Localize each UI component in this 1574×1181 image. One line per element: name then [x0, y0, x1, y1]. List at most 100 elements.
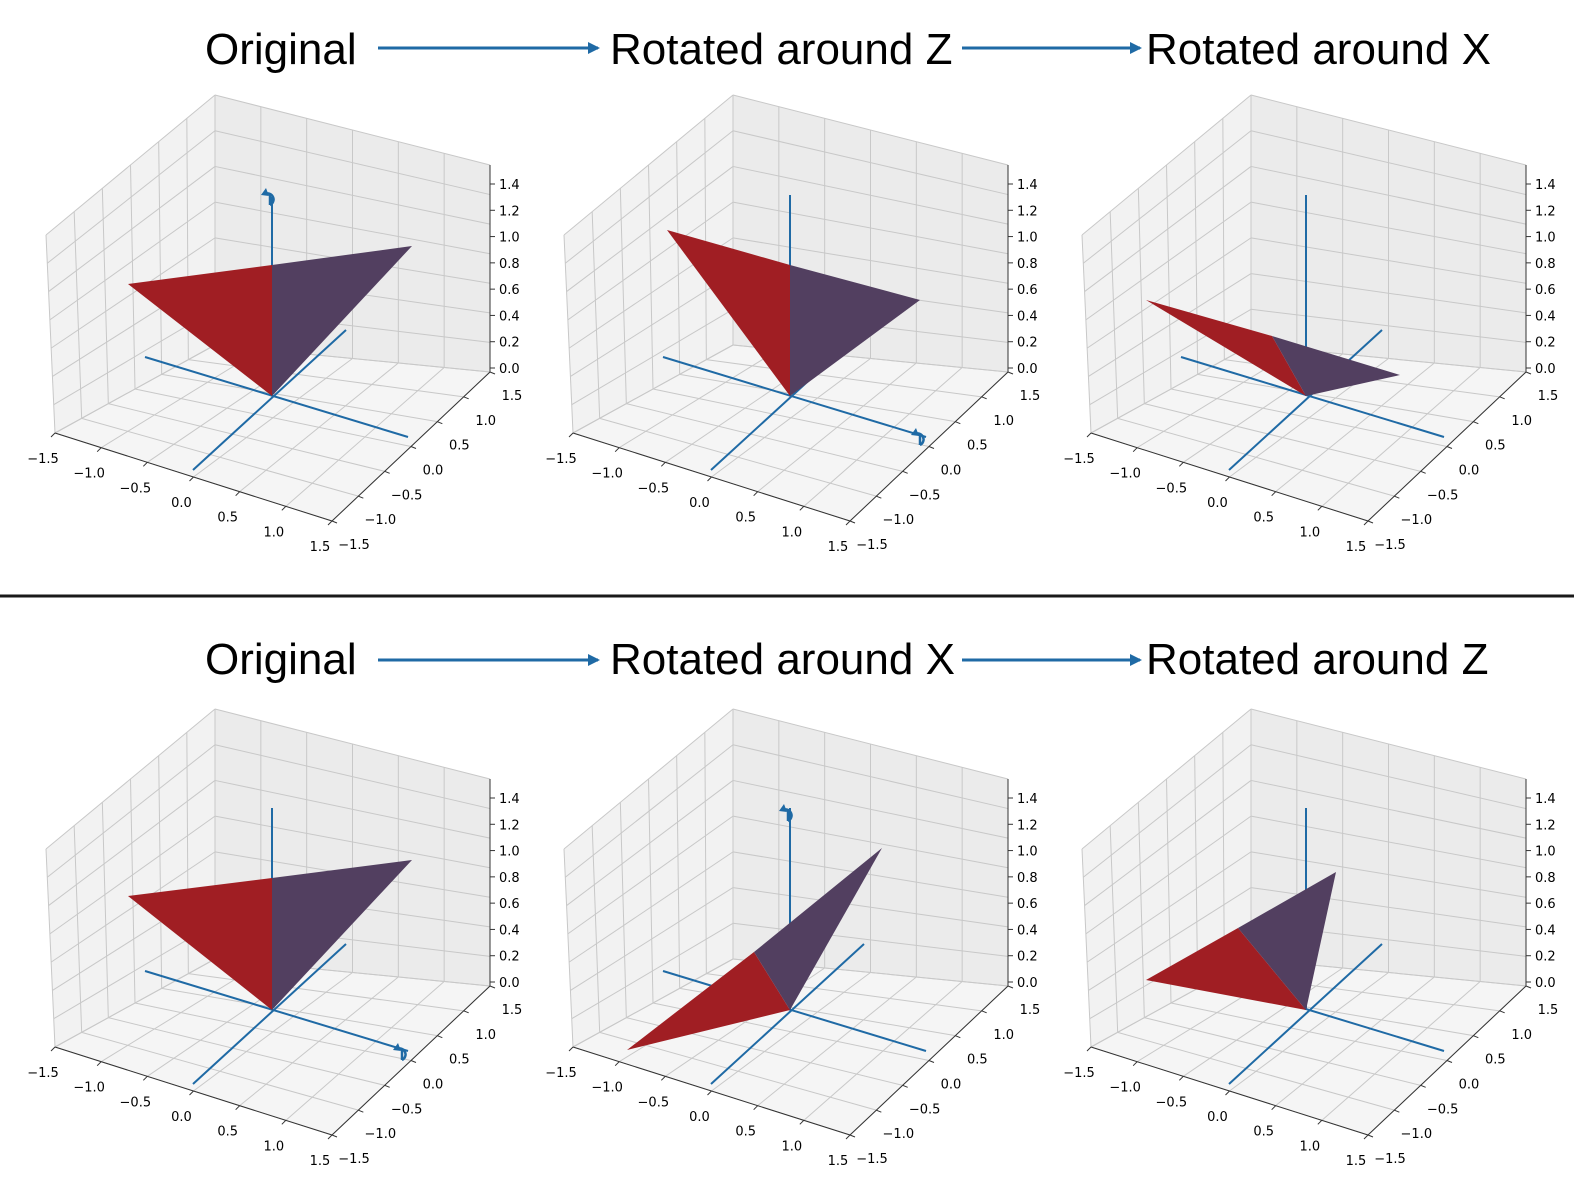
x-tick-label: −1.5 [545, 1066, 577, 1081]
left-grid-line [1088, 273, 1252, 377]
x-tick-label: 0.5 [217, 1125, 238, 1140]
x-tick-label: 1.5 [1346, 540, 1367, 555]
left-grid-line [1086, 851, 1252, 963]
z-tick-label: 0.2 [1535, 950, 1556, 965]
y-tick-mark [1446, 446, 1453, 449]
y-tick-mark [1394, 495, 1400, 499]
x-tick-mark [845, 520, 851, 526]
x-tick-mark [799, 1119, 805, 1125]
y-tick-label: 1.5 [502, 389, 523, 404]
z-tick-label: 0.8 [1017, 871, 1038, 886]
triangle-face-purple [790, 265, 920, 396]
y-tick-mark [1499, 1010, 1505, 1014]
z-tick-label: 0.4 [499, 923, 520, 938]
x-tick-mark [1086, 432, 1092, 438]
panel-r1-rotated-z: −1.5−1.0−0.50.00.51.01.51.51.00.50.0−0.5… [545, 94, 1040, 555]
object-axis-line [192, 943, 347, 1085]
back-grid-line [1250, 744, 1527, 810]
panel-r2-rotated-x: −1.5−1.0−0.50.00.51.01.51.51.00.50.0−0.5… [545, 708, 1040, 1169]
x-tick-label: 1.5 [1346, 1154, 1367, 1169]
y-tick-mark [849, 1134, 856, 1138]
x-tick-label: −1.5 [27, 452, 59, 467]
y-tick-label: −0.5 [1427, 1102, 1459, 1117]
left-grid-line [1090, 344, 1252, 434]
y-tick-mark [410, 1060, 417, 1063]
z-tick-label: 0.4 [1017, 309, 1038, 324]
x-tick-label: −1.0 [591, 467, 623, 482]
x-tick-mark [1178, 461, 1184, 467]
back-grid-line [732, 744, 1009, 810]
back-grid-line [1250, 851, 1527, 898]
y-tick-mark [331, 1134, 338, 1138]
z-tick-label: 1.2 [1017, 818, 1038, 833]
left-grid-line [1086, 237, 1252, 349]
y-tick-mark [1473, 421, 1479, 425]
y-tick-mark [1420, 470, 1426, 474]
z-tick-label: 0.6 [1017, 897, 1038, 912]
back-grid-line [732, 851, 1009, 898]
x-tick-mark [1317, 1119, 1323, 1125]
object-axis-line [144, 356, 409, 438]
left-grid-line [676, 755, 681, 989]
x-tick-label: −1.5 [27, 1066, 59, 1081]
z-tick-label: 0.0 [1017, 976, 1038, 991]
x-tick-mark [96, 1061, 102, 1067]
x-tick-mark [707, 476, 712, 482]
x-tick-mark [1132, 447, 1138, 453]
y-tick-mark [1499, 396, 1505, 400]
z-tick-label: 1.0 [1017, 845, 1038, 860]
left-pane [564, 709, 733, 1047]
y-tick-label: −1.5 [1374, 1152, 1406, 1167]
triangle-face-red [1146, 928, 1306, 1010]
rotation-arrowhead [911, 428, 919, 436]
object-axis-line [144, 970, 409, 1052]
floor-pane [55, 959, 490, 1135]
object-axis-line [662, 356, 927, 438]
left-grid-line [648, 164, 654, 390]
back-grid-line [1250, 94, 1527, 166]
left-grid-line [572, 344, 734, 434]
x-tick-mark [1271, 491, 1277, 497]
x-tick-label: −0.5 [1156, 1095, 1188, 1110]
y-tick-mark [928, 1060, 935, 1063]
left-grid-line [572, 958, 734, 1048]
left-grid-line [619, 802, 627, 1018]
z-tick-label: 0.0 [1017, 362, 1038, 377]
x-tick-mark [1363, 520, 1369, 526]
left-grid-line [591, 825, 601, 1033]
x-tick-mark [1225, 476, 1230, 482]
left-grid-line [101, 188, 109, 404]
x-tick-label: 0.0 [689, 1110, 710, 1125]
back-grid-line [1250, 201, 1527, 255]
back-grid-line [214, 815, 491, 869]
back-grid-line [214, 130, 491, 196]
z-tick-label: 1.0 [499, 231, 520, 246]
back-grid-line [1250, 887, 1527, 928]
left-grid-line [1081, 848, 1092, 1048]
left-pane [46, 95, 215, 433]
floor-grid-line [706, 359, 982, 398]
back-grid-line [1250, 130, 1527, 196]
z-tick-label: 0.8 [1535, 257, 1556, 272]
left-grid-line [45, 708, 216, 850]
z-tick-label: 0.2 [1017, 336, 1038, 351]
x-tick-label: −0.5 [120, 1095, 152, 1110]
left-grid-line [45, 848, 56, 1048]
z-tick-label: 1.0 [499, 845, 520, 860]
y-tick-label: −0.5 [391, 1102, 423, 1117]
left-grid-line [648, 778, 654, 1004]
row1-title-original: Original [205, 25, 357, 74]
back-grid-line [732, 130, 1009, 196]
y-tick-mark [489, 985, 496, 989]
x-tick-mark [707, 1090, 712, 1096]
x-tick-mark [235, 1105, 241, 1111]
triangle-face-purple [1238, 872, 1336, 1010]
back-grid-line [214, 779, 491, 839]
triangle-face-red [128, 878, 272, 1010]
y-tick-label: 1.0 [993, 414, 1014, 429]
x-tick-mark [327, 520, 333, 526]
back-grid-line [732, 815, 1009, 869]
z-tick-label: 0.4 [1535, 923, 1556, 938]
x-tick-mark [235, 491, 241, 497]
left-grid-line [571, 922, 734, 1020]
